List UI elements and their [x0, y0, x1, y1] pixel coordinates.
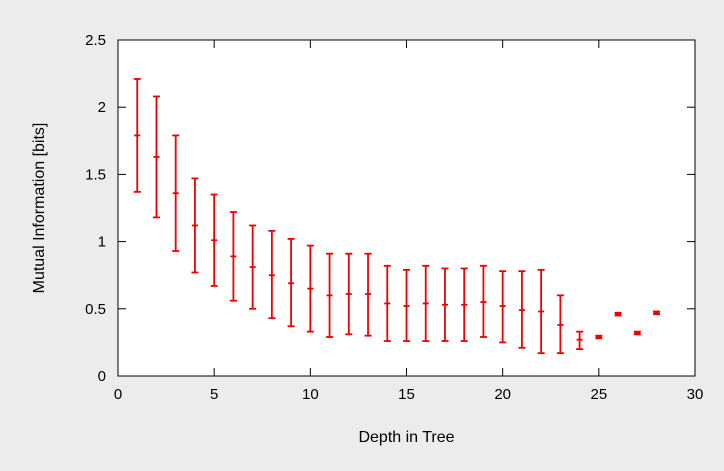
x-tick-label: 25 [590, 386, 607, 403]
y-tick-label: 2 [98, 99, 106, 116]
x-tick-label: 20 [494, 386, 511, 403]
data-point [537, 268, 545, 355]
data-point [653, 310, 661, 316]
data-point [364, 252, 372, 337]
data-point [210, 193, 218, 287]
data-point [383, 264, 391, 342]
data-point [518, 270, 526, 349]
data-point [403, 268, 410, 342]
y-tick-label: 1.5 [85, 166, 106, 183]
data-series [133, 78, 661, 355]
data-point [633, 330, 641, 336]
data-point [441, 267, 449, 342]
data-point [152, 95, 160, 219]
data-point [229, 211, 237, 302]
data-point [499, 270, 507, 344]
plot-frame [117, 39, 696, 377]
x-tick-label: 15 [398, 386, 415, 403]
data-point [556, 294, 564, 355]
data-point [595, 334, 603, 340]
data-point [133, 78, 141, 193]
data-point [268, 229, 276, 320]
data-point [306, 244, 314, 333]
x-tick-label: 10 [302, 386, 319, 403]
data-point [249, 224, 257, 310]
data-point [172, 134, 180, 252]
data-point [326, 252, 334, 338]
data-point [460, 267, 468, 342]
data-point [345, 252, 353, 336]
x-tick-label: 30 [687, 386, 704, 403]
x-tick-label: 5 [210, 386, 218, 403]
data-point [287, 238, 295, 328]
y-tick-label: 0 [98, 368, 106, 385]
data-point [576, 330, 584, 351]
y-tick-label: 2.5 [85, 32, 106, 49]
tick-labels: 0 5 10 15 20 25 30 0 0.5 1 1.5 2 2.5 [85, 32, 703, 403]
x-axis-title: Depth in Tree [358, 429, 454, 446]
data-point [479, 264, 487, 338]
data-point [191, 177, 199, 274]
data-point [422, 264, 430, 342]
y-tick-label: 1 [98, 234, 106, 251]
x-tick-label: 0 [114, 386, 122, 403]
y-tick-label: 0.5 [85, 301, 106, 318]
y-axis-title: Mutual Information [bits] [31, 123, 48, 294]
data-point [614, 311, 622, 317]
